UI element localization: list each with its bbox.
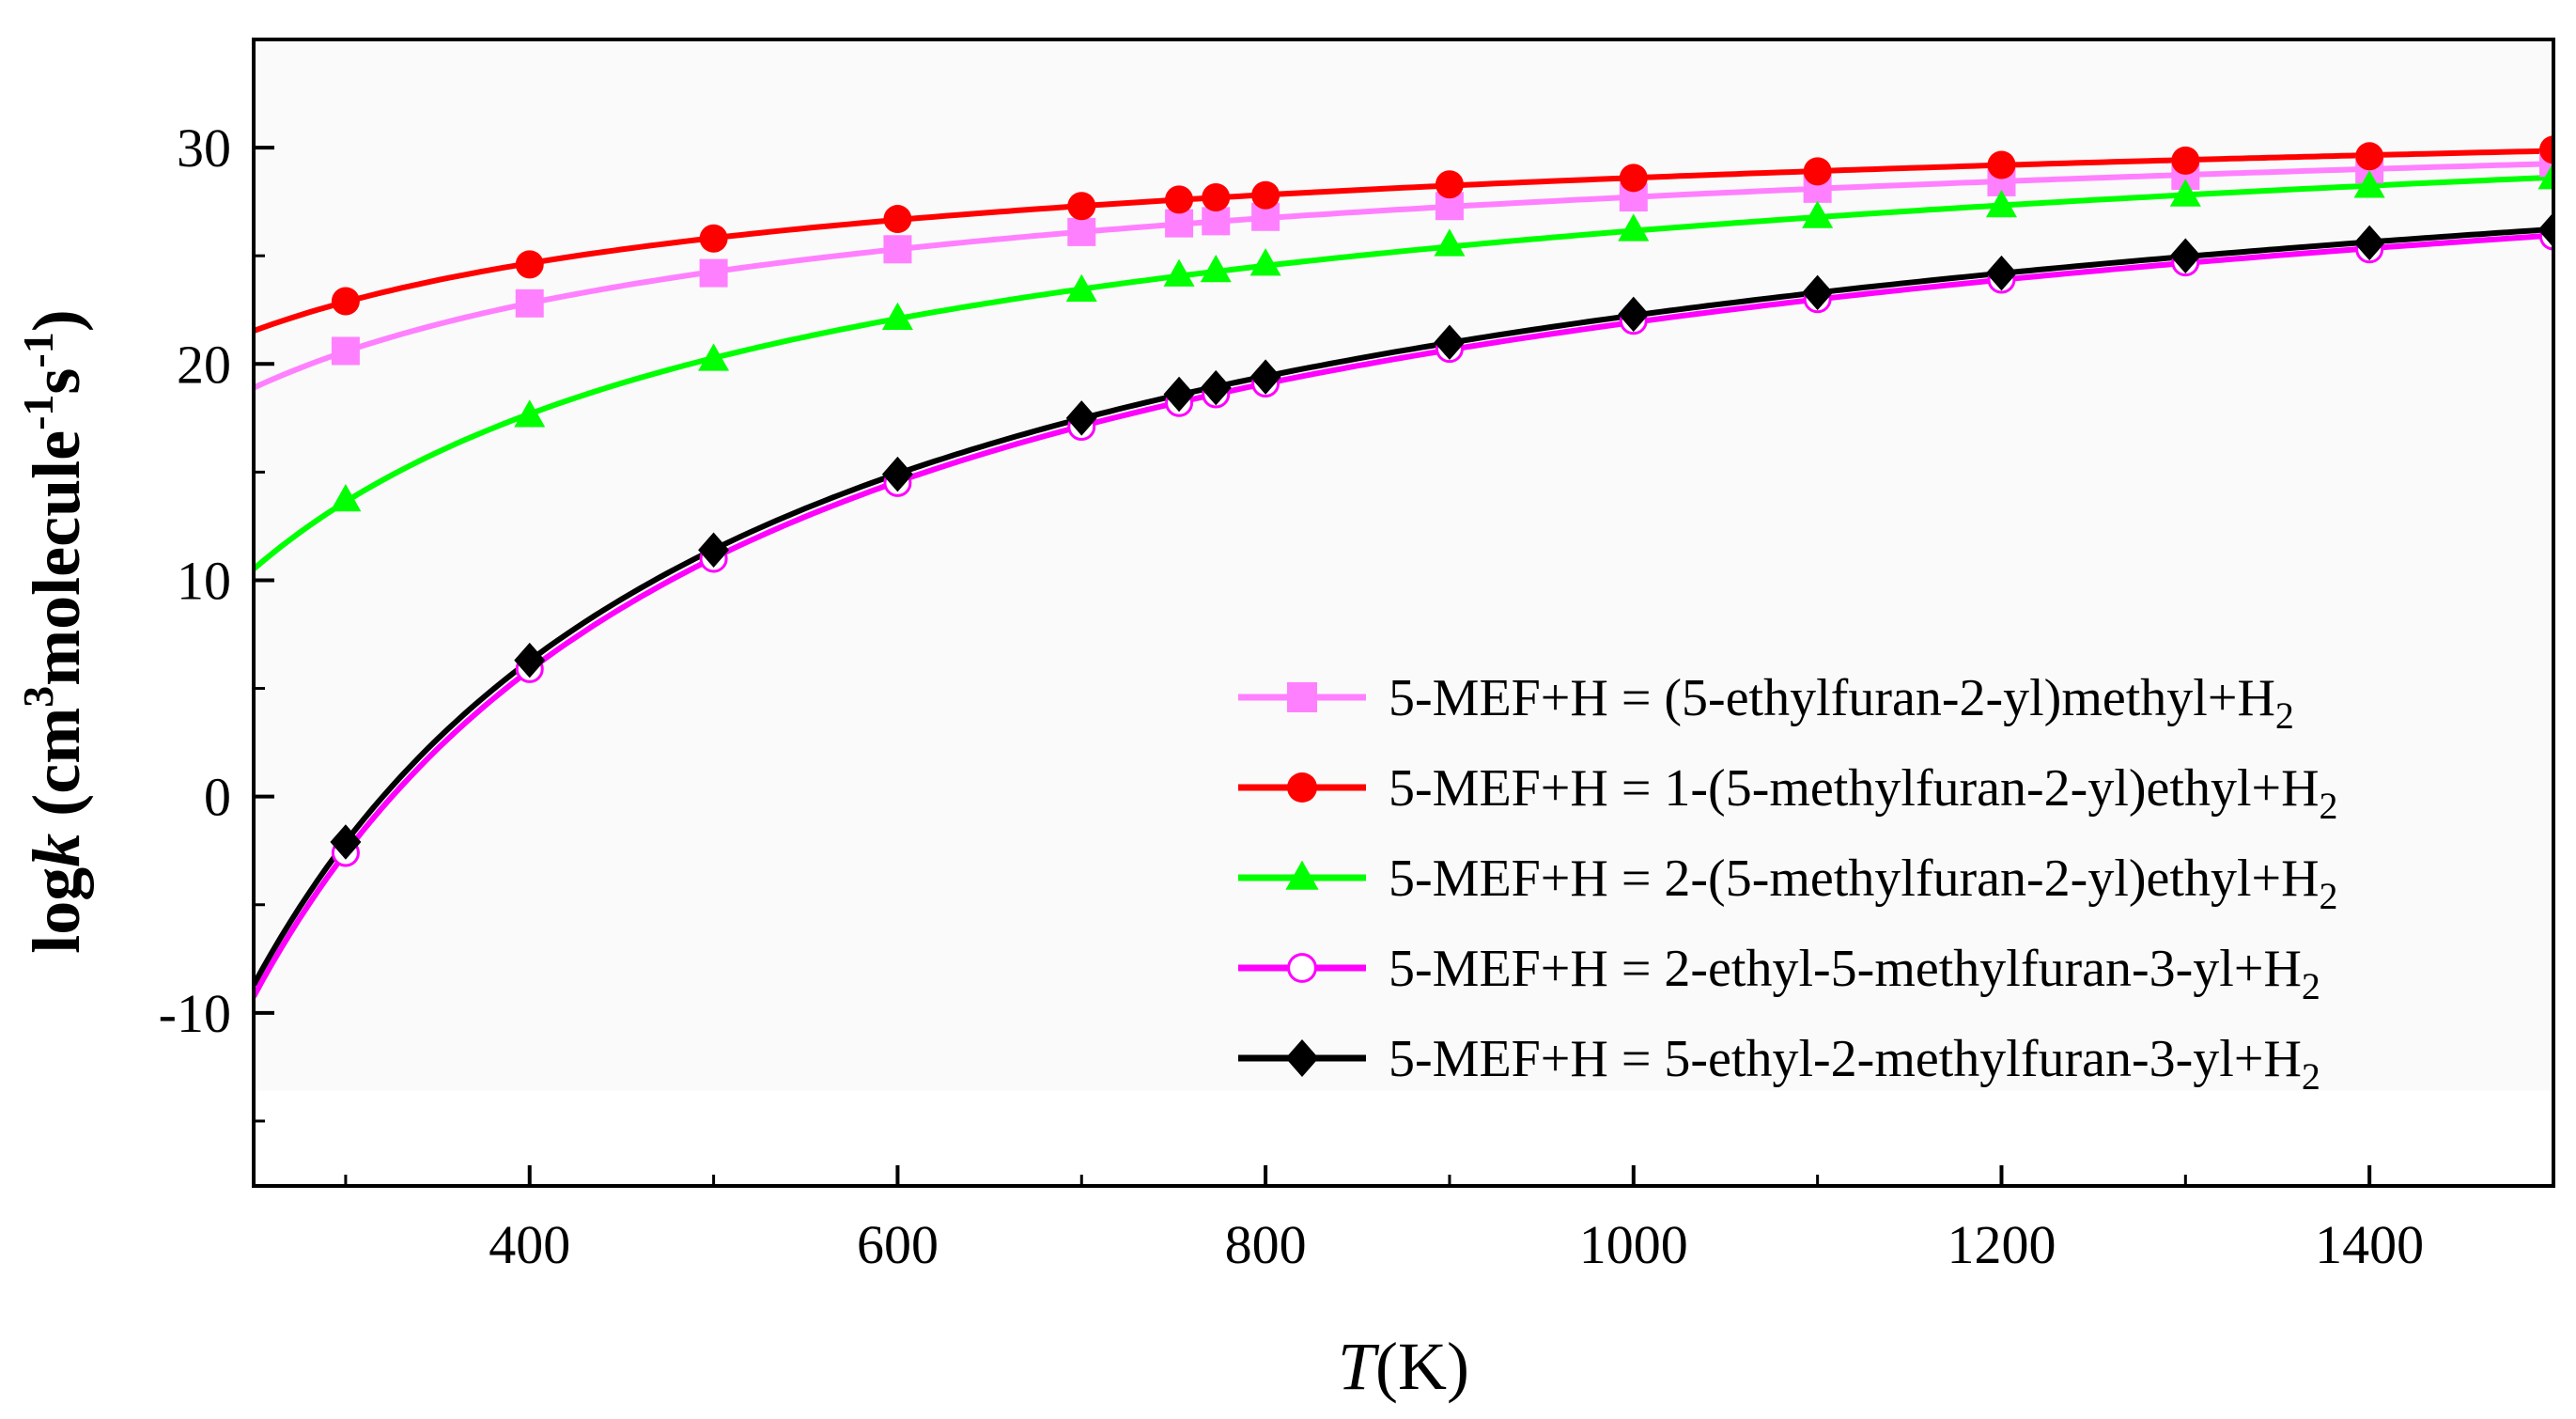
x-axis: 400 600 800 1000 1200 1400 bbox=[344, 1165, 2555, 1275]
series-line-5 bbox=[254, 226, 2553, 987]
legend: 5-MEF+H = (5-ethylfuran-2-yl)methyl+H2 5-… bbox=[1238, 669, 2338, 1098]
data-point bbox=[1200, 255, 1232, 283]
data-point bbox=[2539, 135, 2553, 164]
data-point bbox=[1618, 213, 1650, 242]
series-line-4 bbox=[254, 232, 2553, 998]
data-point bbox=[514, 642, 546, 678]
data-point bbox=[514, 399, 546, 428]
x-tick-label: 1000 bbox=[1579, 1214, 1688, 1275]
x-tick-label: 800 bbox=[1225, 1214, 1307, 1275]
data-point bbox=[1200, 369, 1232, 406]
data-point bbox=[1163, 376, 1195, 413]
data-point bbox=[1618, 296, 1650, 333]
data-point bbox=[1067, 217, 1096, 246]
data-point bbox=[1802, 274, 1834, 311]
y-axis: -10 0 10 20 30 bbox=[159, 117, 274, 1123]
data-point bbox=[1285, 860, 1319, 890]
x-tick-label: 1200 bbox=[1947, 1214, 2056, 1275]
series-curves bbox=[254, 148, 2553, 998]
x-tick-label: 1400 bbox=[2315, 1214, 2424, 1275]
data-point bbox=[699, 258, 728, 288]
data-point bbox=[1285, 1039, 1319, 1077]
data-point bbox=[698, 532, 730, 568]
data-point bbox=[2537, 211, 2553, 248]
data-point bbox=[1287, 953, 1317, 983]
data-point bbox=[2169, 238, 2201, 273]
data-point bbox=[515, 250, 544, 279]
y-tick-label: 10 bbox=[177, 550, 231, 611]
data-point bbox=[881, 302, 913, 330]
data-point bbox=[1619, 164, 1648, 193]
data-point bbox=[1202, 183, 1231, 212]
data-point bbox=[1987, 150, 2016, 179]
data-point bbox=[1985, 255, 2017, 291]
x-axis-title: T(K) bbox=[1338, 1329, 1469, 1404]
y-axis-title: logk (cm3molecule-1s-1) bbox=[14, 309, 94, 954]
data-point bbox=[330, 484, 362, 512]
data-point bbox=[1434, 228, 1466, 257]
data-point bbox=[698, 343, 730, 371]
data-point bbox=[330, 824, 362, 860]
legend-label: 5-MEF+H = (5-ethylfuran-2-yl)methyl+H2 bbox=[1389, 669, 2294, 737]
data-point bbox=[883, 205, 912, 234]
data-point bbox=[1165, 209, 1194, 238]
data-point bbox=[331, 287, 360, 316]
data-point bbox=[1202, 207, 1231, 236]
legend-label: 5-MEF+H = 5-ethyl-2-methylfuran-3-yl+H2 bbox=[1389, 1030, 2320, 1098]
data-point bbox=[331, 336, 360, 366]
plot-background bbox=[256, 41, 2552, 1091]
series-line-2 bbox=[254, 148, 2553, 334]
data-point bbox=[1065, 273, 1097, 303]
data-point bbox=[1802, 200, 1834, 228]
y-tick-label: -10 bbox=[159, 983, 231, 1044]
legend-label: 5-MEF+H = 2-(5-methylfuran-2-yl)ethyl+H2 bbox=[1389, 850, 2338, 917]
y-tick-label: 30 bbox=[177, 117, 231, 179]
series-line-1 bbox=[254, 161, 2553, 391]
plot-frame bbox=[252, 38, 2555, 1188]
data-point bbox=[1067, 192, 1096, 221]
y-tick-label: 20 bbox=[177, 334, 231, 395]
data-point bbox=[2169, 179, 2201, 207]
series-markers bbox=[330, 135, 2553, 867]
data-point bbox=[1985, 189, 2017, 218]
data-point bbox=[2355, 142, 2384, 171]
data-point bbox=[1287, 772, 1317, 803]
data-point bbox=[2537, 162, 2553, 190]
data-point bbox=[883, 235, 912, 264]
y-tick-label: 0 bbox=[204, 767, 231, 828]
data-point bbox=[2353, 225, 2385, 261]
data-point bbox=[699, 224, 728, 253]
data-point bbox=[2353, 170, 2385, 198]
series-line-3 bbox=[254, 174, 2553, 571]
data-point bbox=[1435, 170, 1464, 199]
data-point bbox=[1434, 324, 1466, 361]
data-point bbox=[1249, 359, 1281, 395]
data-point bbox=[1251, 180, 1280, 210]
data-point bbox=[1065, 400, 1097, 436]
plot-area bbox=[256, 41, 2552, 1091]
x-tick-label: 400 bbox=[489, 1214, 570, 1275]
x-tick-label: 600 bbox=[857, 1214, 939, 1275]
data-point bbox=[1803, 157, 1832, 186]
legend-label: 5-MEF+H = 1-(5-methylfuran-2-yl)ethyl+H2 bbox=[1389, 759, 2338, 827]
legend-label: 5-MEF+H = 2-ethyl-5-methylfuran-3-yl+H2 bbox=[1389, 940, 2320, 1007]
data-point bbox=[515, 288, 544, 318]
data-point bbox=[1165, 185, 1194, 214]
data-point bbox=[881, 456, 913, 492]
data-point bbox=[1249, 248, 1281, 276]
data-point bbox=[2171, 146, 2200, 175]
data-point bbox=[1287, 682, 1317, 712]
data-point bbox=[1163, 258, 1195, 287]
